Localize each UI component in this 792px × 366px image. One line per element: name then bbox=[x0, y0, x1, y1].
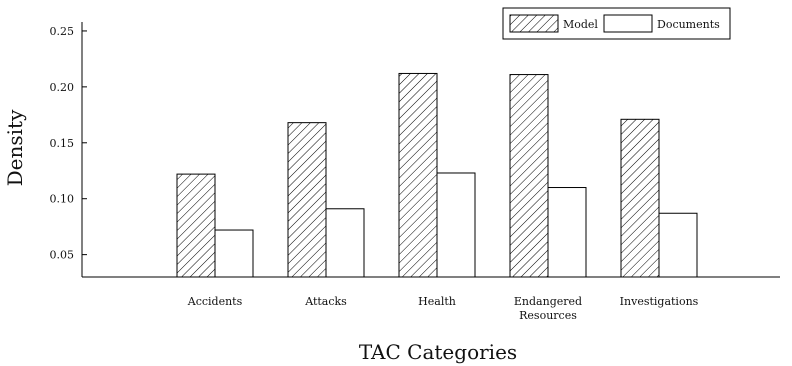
bar-documents-investigations bbox=[658, 212, 698, 278]
x-tick-label: Endangered Resources bbox=[514, 295, 582, 322]
x-tick-label: Attacks bbox=[304, 295, 347, 308]
x-tick-label: Accidents bbox=[187, 295, 243, 308]
x-axis-title: TAC Categories bbox=[359, 340, 517, 364]
y-tick-label: 0.25 bbox=[50, 25, 75, 38]
bar-model-attacks bbox=[287, 122, 327, 278]
bar-model-investigations bbox=[620, 118, 660, 278]
bar-documents-attacks bbox=[325, 208, 365, 278]
bar-model-endangered-resources bbox=[509, 74, 549, 278]
bar-model-health bbox=[398, 72, 438, 278]
y-axis-title: Density bbox=[3, 109, 27, 186]
bar-model-accidents bbox=[176, 173, 216, 278]
legend-label-model: Model bbox=[563, 18, 598, 31]
legend-swatch-documents bbox=[603, 14, 653, 33]
labels: 0.05 0.10 0.15 0.20 0.25 Accidents Attacks Heal… bbox=[50, 25, 699, 322]
bar-documents-health bbox=[436, 172, 476, 278]
bar-documents-endangered-resources bbox=[547, 187, 587, 278]
bars bbox=[176, 72, 698, 278]
y-tick-label: 0.05 bbox=[50, 249, 75, 262]
legend-label-documents: Documents bbox=[657, 18, 720, 31]
y-tick-label: 0.10 bbox=[50, 193, 75, 206]
y-tick-label: 0.15 bbox=[50, 137, 75, 150]
x-tick-label: Health bbox=[418, 295, 456, 308]
legend-swatch-model bbox=[509, 14, 559, 33]
legend: Model Documents bbox=[502, 7, 731, 40]
x-tick-label: Investigations bbox=[620, 295, 699, 308]
y-tick-label: 0.20 bbox=[50, 81, 75, 94]
bar-documents-accidents bbox=[214, 229, 254, 278]
